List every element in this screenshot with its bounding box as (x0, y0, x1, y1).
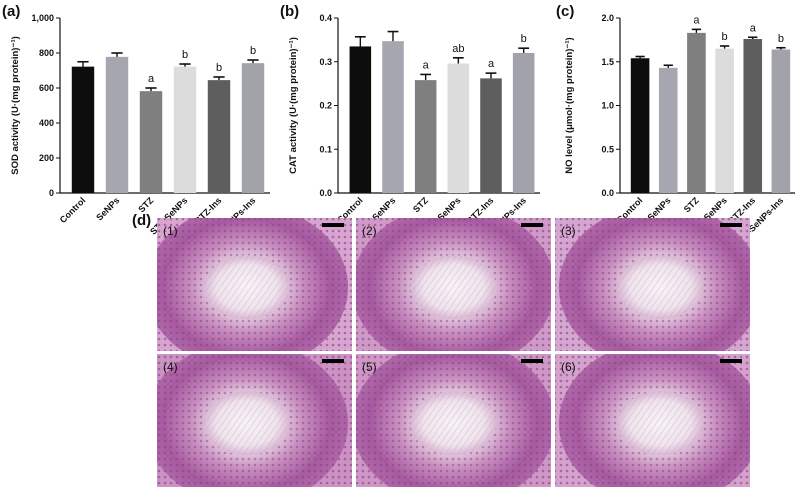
sperm-strands (203, 391, 290, 456)
significance-label: b (182, 49, 188, 61)
significance-label: a (693, 14, 700, 26)
bar (207, 80, 231, 193)
significance-label: b (521, 33, 527, 45)
bar (139, 91, 163, 193)
chart-1: (b) CAT activity (U·(mg protein)⁻¹) 0.0 0.1… (280, 3, 540, 248)
micrograph-label: (4) (163, 360, 178, 374)
y-tick-label: 2.0 (601, 13, 614, 23)
scale-bar (322, 223, 344, 227)
scale-bar (521, 359, 543, 363)
panel-letter: (c) (556, 3, 574, 20)
bar (349, 46, 372, 193)
significance-label: a (148, 73, 155, 85)
y-axis-label: SOD activity (U·(mg protein)⁻¹) (10, 36, 21, 175)
significance-label: a (488, 58, 495, 70)
bar (414, 80, 437, 193)
micrograph-label: (3) (561, 224, 576, 238)
micrograph-label: (6) (561, 360, 576, 374)
micrograph-5: (5) (356, 354, 551, 487)
scale-bar (720, 359, 742, 363)
y-tick-label: 1.5 (601, 57, 614, 67)
y-tick-label: 0.1 (319, 144, 332, 154)
y-axis-label: NO level (μmol·(mg protein)⁻¹) (564, 37, 575, 173)
y-tick-label: 800 (39, 48, 54, 58)
y-tick-label: 0 (49, 188, 54, 198)
micrograph-1: (1) (157, 218, 352, 351)
y-tick-label: 200 (39, 153, 54, 163)
bar (630, 58, 650, 193)
bar (658, 67, 678, 193)
micrograph-grid: (1) (2) (3) (4) (5) (6) (157, 218, 750, 487)
micrograph-label: (1) (163, 224, 178, 238)
sperm-strands (617, 391, 704, 456)
chart-2: (c) NO level (μmol·(mg protein)⁻¹) 0.0 0.5 1… (556, 3, 795, 248)
category-label: STZ (411, 195, 430, 214)
bar (173, 66, 197, 193)
significance-label: b (778, 33, 784, 45)
sperm-strands (410, 391, 497, 456)
y-tick-label: 0.5 (601, 144, 614, 154)
panel-letter: (a) (2, 3, 20, 20)
y-tick-label: 0.0 (601, 188, 614, 198)
y-tick-label: 1,000 (31, 13, 54, 23)
micrograph-2: (2) (356, 218, 551, 351)
bar (382, 41, 404, 193)
scale-bar (322, 359, 344, 363)
micrograph-label: (2) (362, 224, 377, 238)
bar (771, 49, 791, 193)
significance-label: a (423, 59, 430, 71)
y-tick-label: 600 (39, 83, 54, 93)
y-tick-label: 1.0 (601, 101, 614, 111)
significance-label: b (250, 45, 256, 57)
bar (715, 48, 734, 193)
category-label: SeNPs (94, 195, 121, 222)
scale-bar (521, 223, 543, 227)
bar (743, 39, 763, 193)
sperm-strands (203, 255, 290, 320)
y-tick-label: 0.3 (319, 57, 332, 67)
bar (687, 32, 706, 193)
bar (105, 56, 129, 193)
bar (480, 78, 502, 193)
sperm-strands (617, 255, 704, 320)
y-tick-label: 0.2 (319, 101, 332, 111)
y-tick-label: 400 (39, 118, 54, 128)
bar (447, 63, 470, 193)
y-tick-label: 0.0 (319, 188, 332, 198)
y-axis-label: CAT activity (U·(mg protein)⁻¹) (288, 37, 299, 174)
scale-bar (720, 223, 742, 227)
significance-label: b (722, 31, 728, 43)
panel-letter: (b) (280, 3, 299, 20)
panel-letter-d: (d) (132, 212, 151, 229)
micrograph-4: (4) (157, 354, 352, 487)
significance-label: b (216, 62, 222, 74)
micrograph-3: (3) (555, 218, 750, 351)
category-label: Control (58, 195, 88, 225)
micrograph-6: (6) (555, 354, 750, 487)
bar (71, 66, 95, 193)
significance-label: ab (452, 43, 464, 55)
bar (512, 53, 535, 193)
y-tick-label: 0.4 (319, 13, 332, 23)
category-label: STZ (682, 195, 701, 214)
sperm-strands (410, 255, 497, 320)
bar (241, 63, 265, 194)
micrograph-label: (5) (362, 360, 377, 374)
significance-label: a (750, 22, 757, 34)
